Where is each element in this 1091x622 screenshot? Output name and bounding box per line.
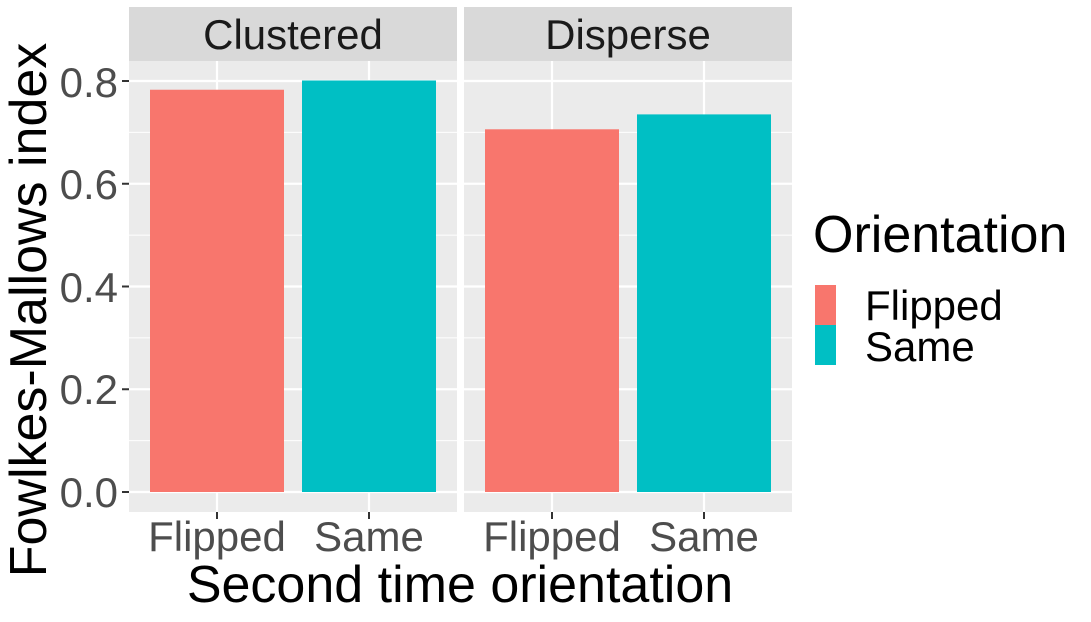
- legend-title: Orientation: [813, 206, 1067, 264]
- facet-strip-label: Disperse: [545, 11, 711, 58]
- y-tick-label: 0.6: [60, 161, 118, 208]
- legend-key-same: [815, 325, 836, 365]
- facet-strip: [464, 7, 792, 61]
- legend-label-flipped: Flipped: [865, 282, 1003, 329]
- facet-panels: Clustered Flipped Same Disperse Flipped Same: [122, 7, 792, 560]
- bar-clustered-same: [302, 80, 436, 492]
- x-tick-label: Same: [314, 513, 424, 560]
- y-tick-label: 0.4: [60, 264, 118, 311]
- y-axis-title: Fowlkes-Mallows index: [0, 43, 58, 578]
- y-tick-label: 0.2: [60, 366, 118, 413]
- legend-label-same: Same: [865, 323, 975, 370]
- y-tick-label: 0.8: [60, 59, 118, 106]
- legend-key-flipped: [815, 285, 836, 325]
- bar-clustered-flipped: [150, 89, 284, 492]
- legend: Orientation Flipped Same: [813, 206, 1067, 370]
- x-tick-label: Flipped: [483, 513, 621, 560]
- facet-strip-label: Clustered: [203, 11, 383, 58]
- y-tick-label: 0.0: [60, 469, 118, 516]
- x-tick-label: Flipped: [148, 513, 286, 560]
- bar-disperse-same: [637, 114, 771, 493]
- facet-strip: [129, 7, 457, 61]
- x-axis-title: Second time orientation: [187, 556, 733, 614]
- bar-disperse-flipped: [485, 129, 619, 493]
- x-tick-label: Same: [649, 513, 759, 560]
- y-axis: 0.0 0.2 0.4 0.6 0.8: [60, 59, 118, 516]
